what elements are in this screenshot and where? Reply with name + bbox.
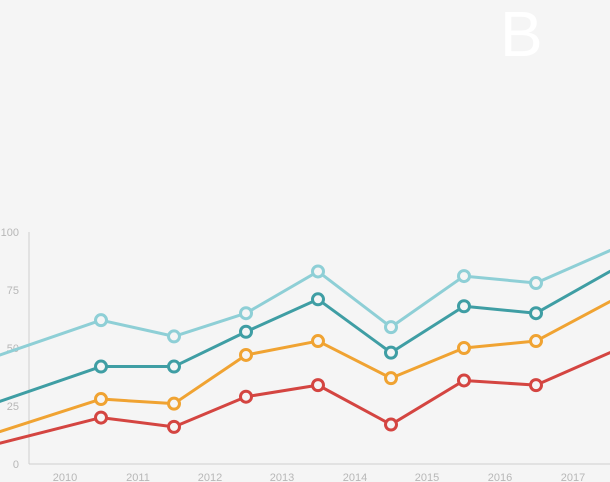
data-point (384, 417, 398, 432)
series-line (0, 300, 610, 434)
x-tick-labels: 2010 2011 2012 2013 2014 2015 2016 2017 (53, 472, 585, 482)
data-point (239, 324, 253, 339)
x-tick-label: 2011 (126, 472, 150, 482)
x-tick-label: 2014 (343, 472, 367, 482)
data-point (167, 359, 181, 374)
series-3 (0, 300, 610, 434)
series-line (0, 269, 610, 403)
x-tick-label: 2010 (53, 472, 77, 482)
x-tick-label: 2016 (488, 472, 512, 482)
data-point (239, 347, 253, 362)
data-point (457, 341, 471, 355)
y-tick-label: 100 (1, 227, 19, 239)
series-line (0, 351, 610, 445)
data-point (384, 371, 398, 386)
series-2 (0, 269, 610, 403)
data-point (529, 334, 543, 349)
x-tick-label: 2017 (561, 472, 585, 482)
data-point (167, 396, 181, 411)
x-tick-label: 2015 (415, 472, 439, 482)
y-tick-label: 75 (7, 285, 19, 297)
x-tick-label: 2013 (270, 472, 294, 482)
data-point (311, 334, 325, 349)
series-layer (0, 249, 610, 445)
corner-letter: B (500, 0, 543, 70)
data-point (167, 419, 181, 434)
data-point (457, 299, 471, 314)
chart-axes (28, 232, 610, 465)
data-point (529, 378, 543, 393)
data-point (457, 373, 471, 388)
data-point (529, 276, 543, 291)
x-tick-label: 2012 (198, 472, 222, 482)
data-point (94, 410, 108, 425)
data-point (457, 269, 471, 284)
y-tick-label: 0 (13, 459, 19, 471)
data-point (384, 345, 398, 360)
data-point (94, 313, 108, 328)
data-point (311, 378, 325, 393)
data-point (529, 306, 543, 321)
data-point (384, 320, 398, 335)
data-point (239, 389, 253, 404)
data-point (167, 329, 181, 344)
y-tick-label: 25 (7, 401, 19, 413)
series-1 (0, 249, 610, 357)
data-point (94, 392, 108, 407)
series-4 (0, 351, 610, 445)
series-line (0, 249, 610, 357)
data-point (239, 306, 253, 321)
data-point (311, 292, 325, 307)
data-point (94, 359, 108, 374)
data-point (311, 264, 325, 279)
